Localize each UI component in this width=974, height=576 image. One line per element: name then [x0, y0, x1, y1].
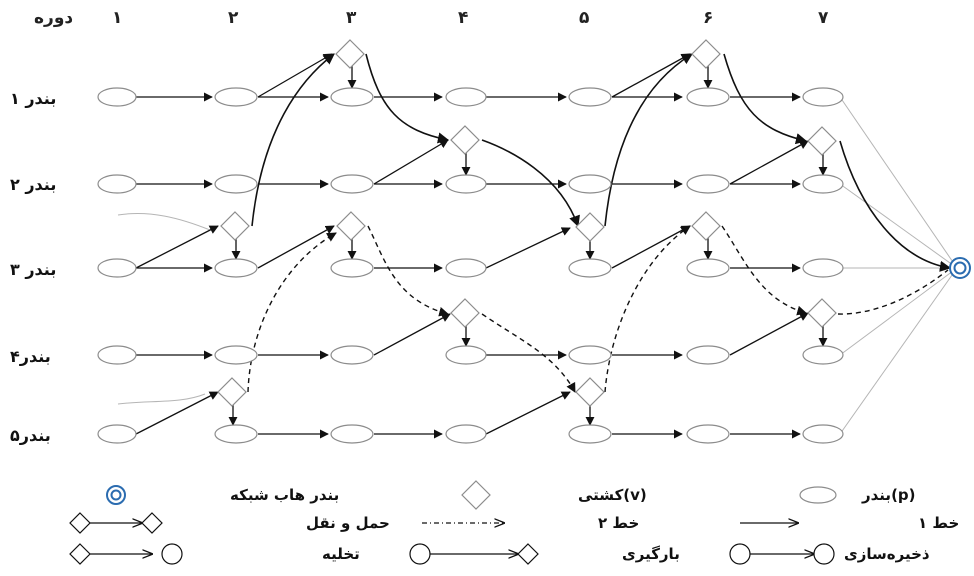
period-label-4: ۴ [458, 8, 468, 28]
legend-line1-label: خط ۱ [918, 514, 959, 532]
line2-routes [247, 225, 949, 393]
legend-storage-symbol [729, 543, 835, 565]
period-labels: ۱ ۲ ۳ ۴ ۵ ۶ ۷ [112, 8, 829, 28]
legend-port-symbol [799, 486, 837, 504]
legend-transport-label: حمل و نقل [306, 514, 390, 532]
port-nodes [97, 87, 844, 444]
port-label-5: بندر۵ [10, 426, 51, 445]
loading-arrows [135, 53, 809, 435]
storage-arrows [136, 92, 801, 439]
legend-hub-label: بندر هاب شبکه [230, 486, 339, 504]
legend-loading-symbol [409, 543, 539, 565]
period-label-7: ۷ [818, 8, 829, 28]
legend-transport-symbol [69, 512, 163, 534]
period-label-5: ۵ [579, 8, 589, 28]
period-label-6: ۶ [703, 8, 713, 28]
port-label-1: بندر ۱ [10, 89, 56, 108]
legend: بندر(p) کشتی(v) بندر هاب شبکه خط ۱ خط ۲ … [69, 480, 959, 565]
hub-connections [117, 96, 958, 435]
legend-ship-symbol [461, 480, 491, 510]
hub-node [949, 257, 971, 279]
legend-loading-label: بارگیری [622, 545, 680, 563]
port-label-4: بندر۴ [10, 347, 51, 366]
legend-unloading-label: تخلیه [322, 545, 360, 563]
unloading-arrows [228, 62, 828, 426]
period-label-1: ۱ [112, 8, 122, 28]
port-label-3: بندر ۳ [10, 260, 56, 279]
line1-routes [251, 53, 952, 272]
period-label-3: ۳ [346, 8, 357, 28]
port-label-2: بندر ۲ [10, 175, 56, 194]
legend-ship-label: کشتی(v) [578, 486, 647, 504]
period-label-2: ۲ [228, 8, 239, 28]
port-labels: بندر ۱ بندر ۲ بندر ۳ بندر۴ بندر۵ [10, 89, 56, 445]
legend-line2-label: خط ۲ [598, 514, 639, 532]
legend-port-label: بندر(p) [861, 486, 916, 504]
period-title: دوره [34, 8, 73, 28]
legend-hub-symbol [106, 485, 126, 505]
legend-unloading-symbol [69, 543, 183, 565]
legend-storage-label: ذخیره‌سازی [844, 545, 930, 563]
ship-nodes [217, 39, 837, 407]
